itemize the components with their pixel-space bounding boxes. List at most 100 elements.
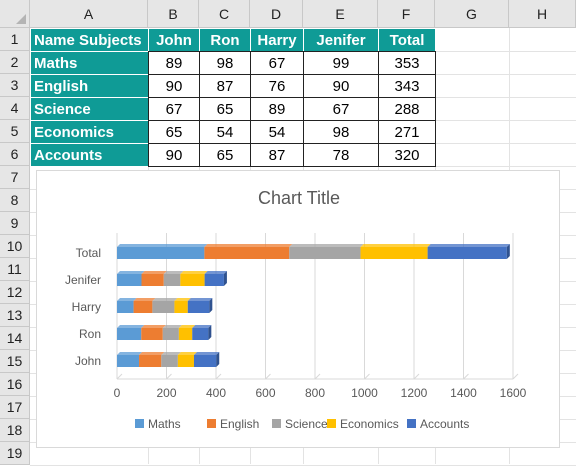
subject-cell[interactable]: English bbox=[30, 74, 149, 98]
column-header-a[interactable]: A bbox=[30, 0, 148, 28]
value-cell[interactable]: 65 bbox=[199, 143, 251, 167]
grid-line-depth bbox=[265, 373, 271, 380]
value-cell[interactable]: 99 bbox=[303, 51, 379, 75]
bar-segment-top bbox=[117, 271, 145, 274]
column-header-g[interactable]: G bbox=[435, 0, 509, 28]
column-header-b[interactable]: B bbox=[148, 0, 199, 28]
bar-segment-top bbox=[178, 325, 196, 328]
subject-cell[interactable]: Science bbox=[30, 97, 149, 121]
subject-cell[interactable]: Maths bbox=[30, 51, 149, 75]
value-cell[interactable]: 98 bbox=[199, 51, 251, 75]
bar-segment-top bbox=[177, 352, 197, 355]
bar-segment-top bbox=[117, 352, 143, 355]
bar-segment-accounts bbox=[187, 301, 210, 313]
value-cell[interactable]: 87 bbox=[250, 143, 304, 167]
row-header-3[interactable]: 3 bbox=[0, 74, 30, 97]
row-header-5[interactable]: 5 bbox=[0, 120, 30, 143]
value-cell[interactable]: 90 bbox=[148, 74, 200, 98]
column-header-d[interactable]: D bbox=[250, 0, 303, 28]
row-header-13[interactable]: 13 bbox=[0, 304, 30, 327]
bar-segment-english bbox=[133, 301, 153, 313]
value-cell[interactable]: 67 bbox=[250, 51, 304, 75]
bar-segment-top bbox=[193, 352, 220, 355]
value-cell[interactable]: 67 bbox=[148, 97, 200, 121]
header-cell[interactable]: Jenifer bbox=[303, 28, 379, 52]
row-header-14[interactable]: 14 bbox=[0, 327, 30, 350]
bar-segment-science bbox=[161, 355, 178, 367]
bar-segment-top bbox=[360, 244, 431, 247]
value-cell[interactable]: 76 bbox=[250, 74, 304, 98]
select-all-corner[interactable] bbox=[0, 0, 30, 28]
bar-segment-economics bbox=[360, 247, 428, 259]
row-header-12[interactable]: 12 bbox=[0, 281, 30, 304]
row-header-9[interactable]: 9 bbox=[0, 212, 30, 235]
row-header-18[interactable]: 18 bbox=[0, 419, 30, 442]
row-header-17[interactable]: 17 bbox=[0, 396, 30, 419]
value-cell[interactable]: 98 bbox=[303, 120, 379, 144]
value-cell[interactable]: 54 bbox=[199, 120, 251, 144]
row-header-15[interactable]: 15 bbox=[0, 350, 30, 373]
bar-segment-maths bbox=[117, 247, 205, 259]
row-header-19[interactable]: 19 bbox=[0, 442, 30, 465]
bar-segment-top bbox=[133, 298, 156, 301]
value-cell[interactable]: 320 bbox=[378, 143, 436, 167]
y-category-label: Total bbox=[76, 246, 101, 260]
column-header-c[interactable]: C bbox=[199, 0, 250, 28]
bar-segment-maths bbox=[117, 328, 142, 340]
row-header-16[interactable]: 16 bbox=[0, 373, 30, 396]
subject-cell[interactable]: Economics bbox=[30, 120, 149, 144]
row-header-11[interactable]: 11 bbox=[0, 258, 30, 281]
bar-segment-accounts bbox=[427, 247, 507, 259]
bar-segment-maths bbox=[117, 274, 142, 286]
bar-segment-top bbox=[139, 352, 165, 355]
bar-end-side bbox=[216, 352, 220, 367]
value-cell[interactable]: 67 bbox=[303, 97, 379, 121]
header-cell[interactable]: Harry bbox=[250, 28, 304, 52]
grid-line-depth bbox=[364, 373, 370, 380]
bar-segment-english bbox=[141, 274, 164, 286]
value-cell[interactable]: 65 bbox=[148, 120, 200, 144]
header-cell[interactable]: John bbox=[148, 28, 200, 52]
row-header-8[interactable]: 8 bbox=[0, 189, 30, 212]
chart-area[interactable]: Chart Title 0 200 400 600 800 1000 1200 1400 1600… bbox=[36, 170, 560, 448]
header-cell[interactable]: Ron bbox=[199, 28, 251, 52]
value-cell[interactable]: 89 bbox=[148, 51, 200, 75]
value-cell[interactable]: 54 bbox=[250, 120, 304, 144]
row-header-6[interactable]: 6 bbox=[0, 143, 30, 166]
x-tick-label: 200 bbox=[156, 386, 176, 400]
value-cell[interactable]: 90 bbox=[148, 143, 200, 167]
y-category-label: Jenifer bbox=[65, 273, 101, 287]
legend-swatch-economics bbox=[327, 419, 336, 428]
value-cell[interactable]: 65 bbox=[199, 97, 251, 121]
value-cell[interactable]: 271 bbox=[378, 120, 436, 144]
value-cell[interactable]: 78 bbox=[303, 143, 379, 167]
x-tick-label: 1200 bbox=[401, 386, 428, 400]
column-header-h[interactable]: H bbox=[509, 0, 576, 28]
y-category-label: John bbox=[75, 354, 101, 368]
value-cell[interactable]: 288 bbox=[378, 97, 436, 121]
bar-segment-maths bbox=[117, 355, 140, 367]
bar-segment-accounts bbox=[192, 328, 209, 340]
value-cell[interactable]: 89 bbox=[250, 97, 304, 121]
bar-segment-top bbox=[117, 298, 137, 301]
row-header-4[interactable]: 4 bbox=[0, 97, 30, 120]
header-cell[interactable]: Name Subjects bbox=[30, 28, 149, 52]
row-header-10[interactable]: 10 bbox=[0, 235, 30, 258]
x-tick-label: 1600 bbox=[500, 386, 527, 400]
column-header-f[interactable]: F bbox=[378, 0, 435, 28]
grid-line-depth bbox=[512, 373, 519, 380]
bar-segment-science bbox=[163, 274, 181, 286]
subject-cell[interactable]: Accounts bbox=[30, 143, 149, 167]
column-header-e[interactable]: E bbox=[303, 0, 378, 28]
row-header-1[interactable]: 1 bbox=[0, 28, 30, 51]
bar-segment-english bbox=[141, 328, 163, 340]
header-cell[interactable]: Total bbox=[378, 28, 436, 52]
value-cell[interactable]: 87 bbox=[199, 74, 251, 98]
bar-segment-top bbox=[204, 271, 227, 274]
row-header-2[interactable]: 2 bbox=[0, 51, 30, 74]
legend-swatch-science bbox=[272, 419, 281, 428]
row-header-7[interactable]: 7 bbox=[0, 166, 30, 189]
value-cell[interactable]: 90 bbox=[303, 74, 379, 98]
value-cell[interactable]: 343 bbox=[378, 74, 436, 98]
value-cell[interactable]: 353 bbox=[378, 51, 436, 75]
